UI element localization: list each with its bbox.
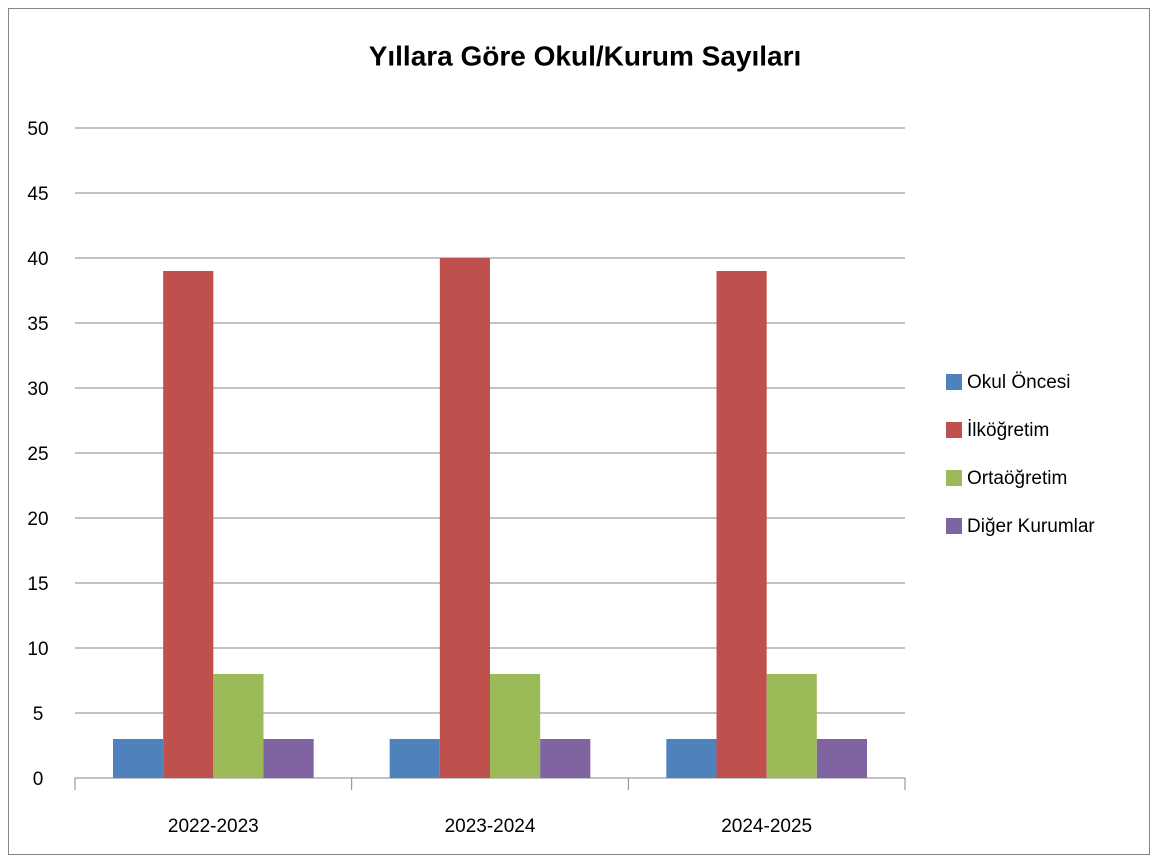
legend-swatch	[946, 518, 962, 534]
bar	[163, 271, 214, 778]
bar	[389, 739, 440, 778]
y-tick-label: 40	[27, 249, 48, 270]
y-tick-label: 45	[27, 184, 48, 205]
y-tick-label: 20	[27, 509, 48, 530]
bar	[263, 739, 314, 778]
bar	[766, 674, 817, 778]
bar	[113, 739, 164, 778]
bar	[439, 258, 490, 778]
legend-label: Diğer Kurumlar	[967, 516, 1095, 537]
chart-title: Yıllara Göre Okul/Kurum Sayıları	[369, 40, 802, 71]
legend-swatch	[946, 374, 962, 390]
legend-swatch	[946, 422, 962, 438]
y-tick-label: 15	[27, 574, 48, 595]
y-tick-label: 25	[27, 444, 48, 465]
legend-label: Ortaöğretim	[967, 468, 1067, 489]
legend-label: Okul Öncesi	[967, 372, 1070, 393]
x-tick-label: 2024-2025	[721, 816, 812, 837]
y-tick-label: 30	[27, 379, 48, 400]
x-tick-label: 2022-2023	[168, 816, 259, 837]
x-tick-label: 2023-2024	[445, 816, 536, 837]
y-tick-label: 10	[27, 639, 48, 660]
legend-label: İlköğretim	[967, 420, 1049, 441]
y-tick-label: 0	[33, 769, 44, 790]
bar	[816, 739, 867, 778]
bar	[490, 674, 541, 778]
y-tick-label: 5	[33, 704, 44, 725]
y-tick-label: 35	[27, 314, 48, 335]
bar	[716, 271, 767, 778]
bar	[666, 739, 717, 778]
bar	[213, 674, 264, 778]
legend-swatch	[946, 470, 962, 486]
bar	[540, 739, 591, 778]
y-tick-label: 50	[27, 119, 48, 140]
